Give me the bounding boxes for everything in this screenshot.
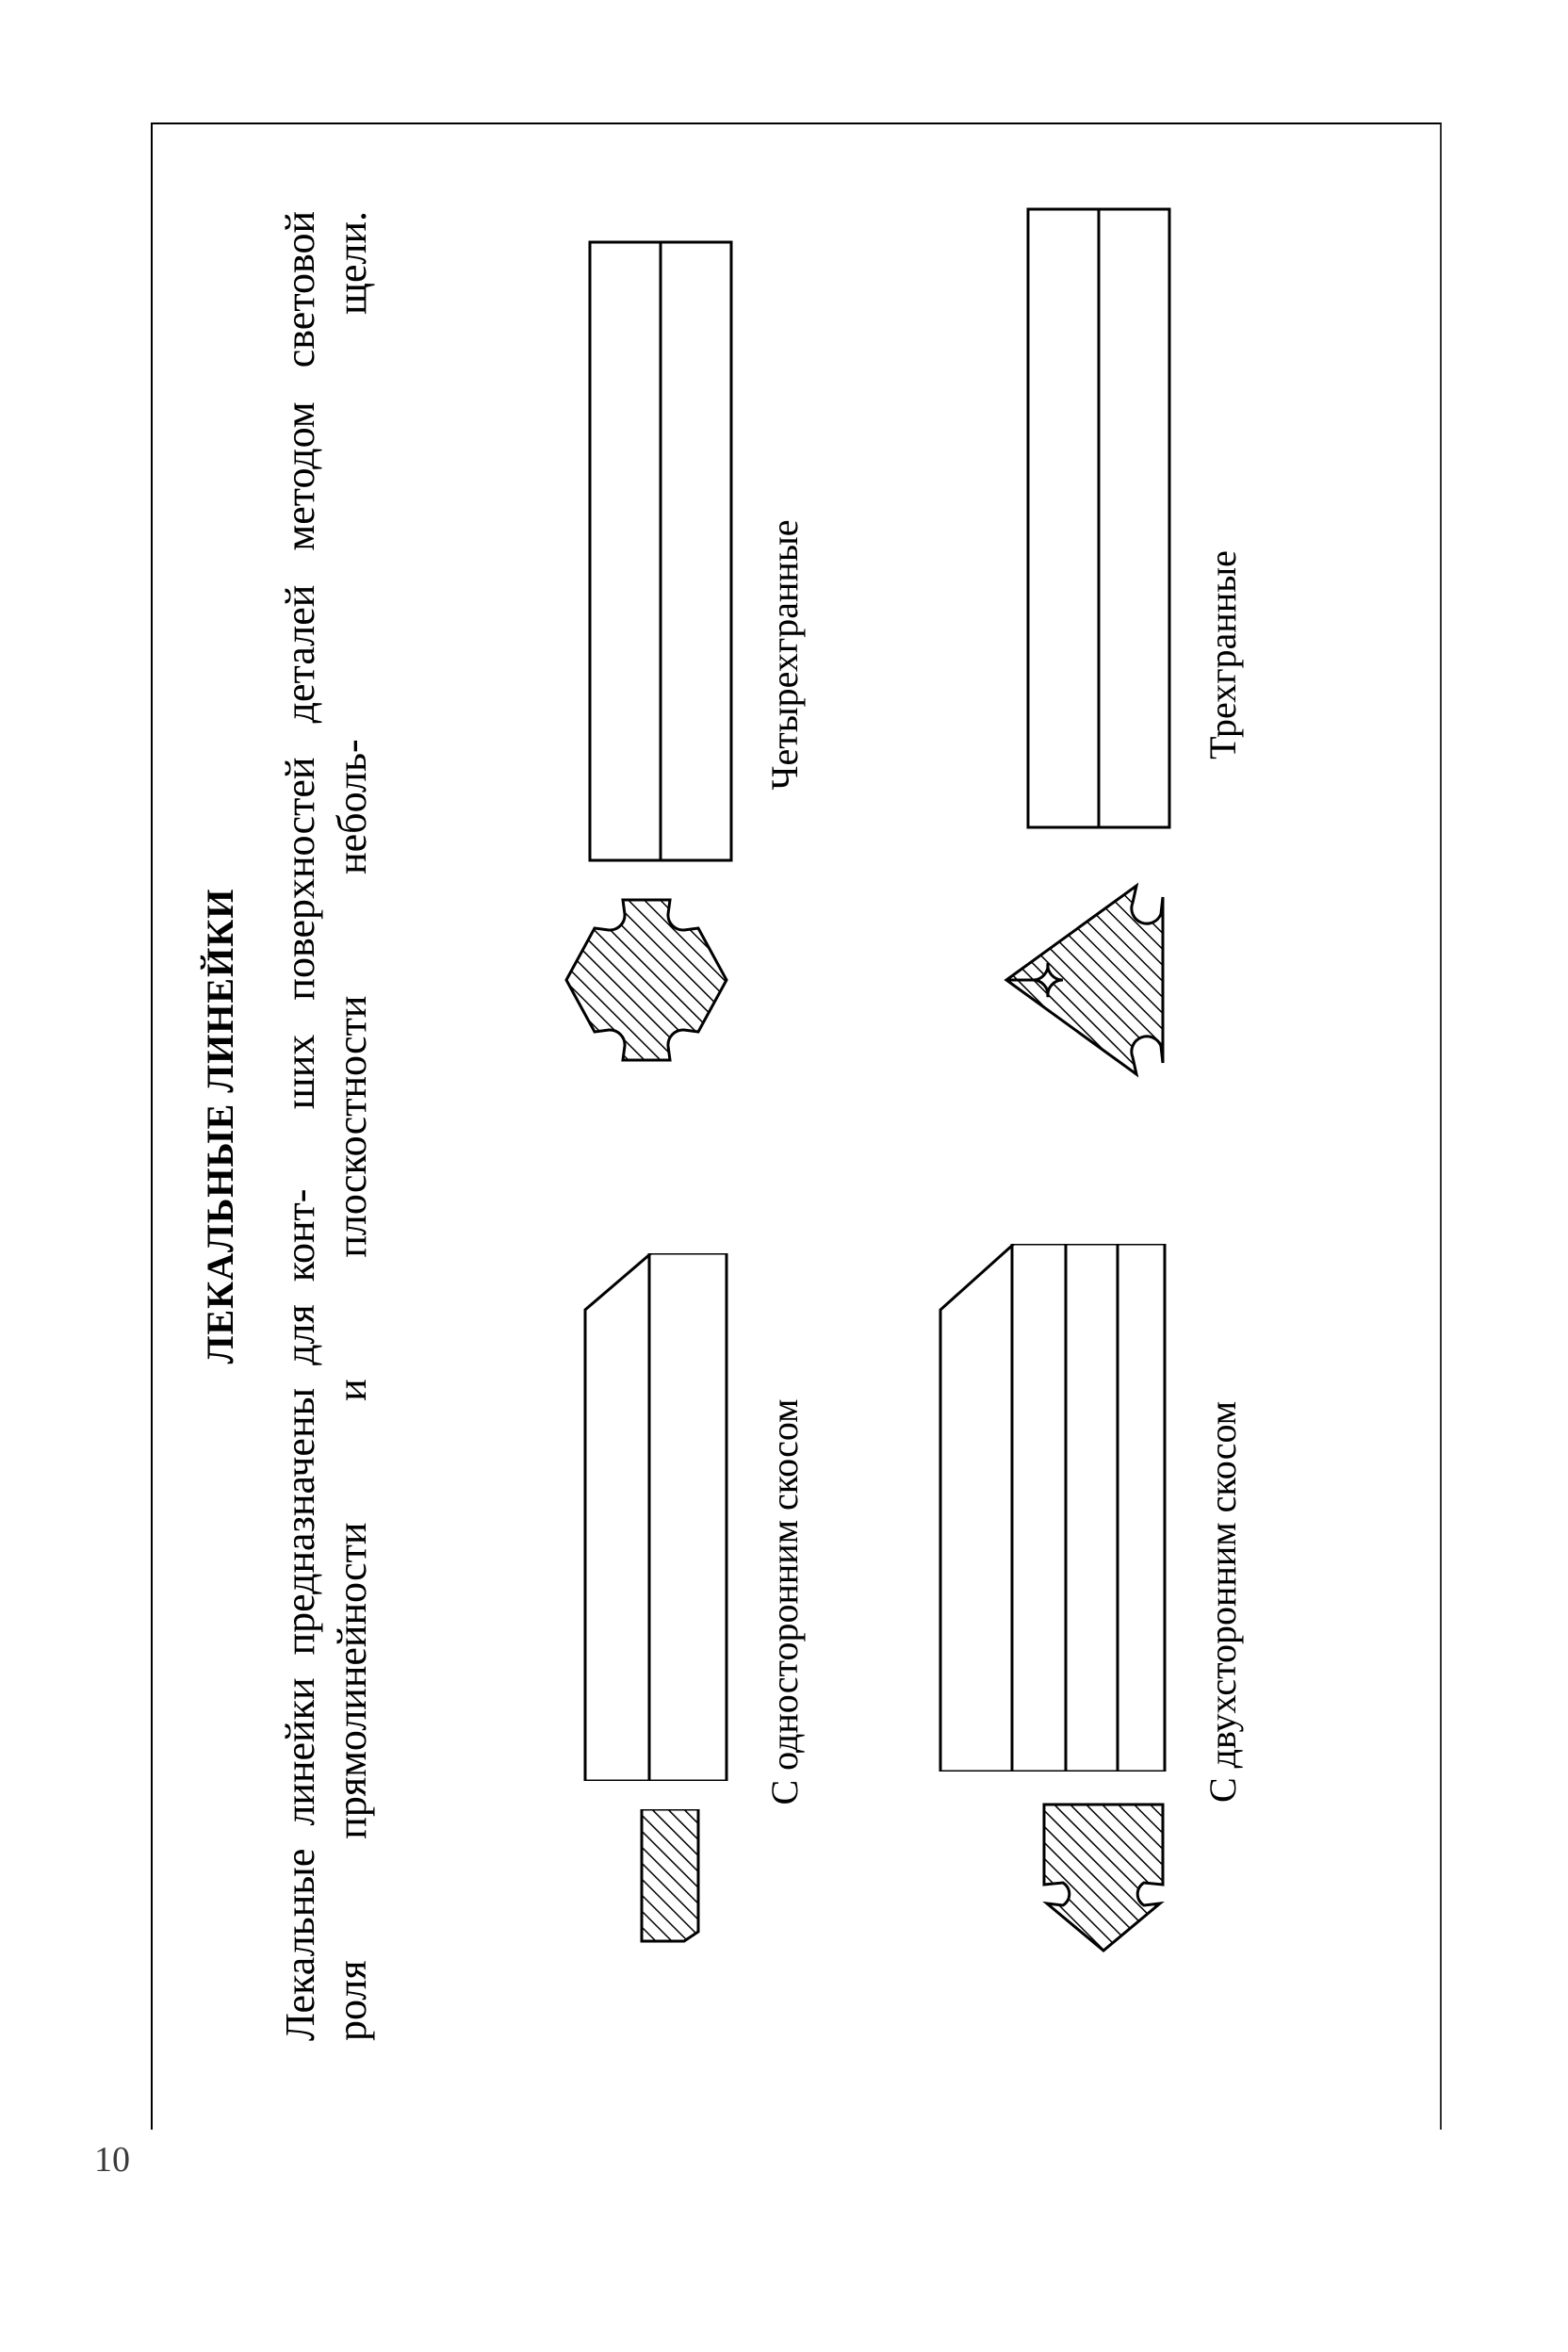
figure-single-bevel: С односторонним скосом	[416, 1159, 807, 2045]
caption-double-bevel: С двухсторонним скосом	[1200, 1401, 1245, 1803]
section-heading: ЛЕКАЛЬНЫЕ ЛИНЕЙКИ	[198, 207, 242, 2045]
caption-single-bevel: С односторонним скосом	[762, 1399, 807, 1805]
rotated-content: ЛЕКАЛЬНЫЕ ЛИНЕЙКИ Лекальные линейки пред…	[151, 122, 1442, 2130]
figure-grid: С односторонним скосом	[416, 207, 1245, 2045]
elevation-double-bevel	[929, 1244, 1174, 1772]
cross-section-three-face	[995, 858, 1174, 1102]
lead-paragraph: Лекальные линейки предназначены для конт…	[274, 211, 378, 2041]
cross-section-four-face	[557, 890, 736, 1070]
page-number: 10	[94, 2139, 130, 2180]
elevation-four-face	[585, 240, 736, 862]
cross-section-double-bevel	[1033, 1800, 1174, 1960]
caption-four-face: Четырехгранные	[762, 520, 807, 791]
figure-four-face: Четырехгранные	[416, 207, 807, 1102]
elevation-single-bevel	[576, 1253, 736, 1781]
figure-row	[416, 240, 736, 1070]
figure-row	[854, 1244, 1174, 1960]
para-line-1: Лекальные линейки предназначены для конт…	[277, 211, 323, 2041]
caption-three-face: Трехгранные	[1200, 550, 1245, 760]
cross-section-single-bevel	[632, 1809, 736, 1951]
para-line-2: роля прямолинейности и плоскостности неб…	[329, 211, 375, 2041]
figure-double-bevel: С двухсторонним скосом	[854, 1159, 1245, 2045]
page: 10 ЛЕКАЛЬНЫЕ ЛИНЕЙКИ Лекальные линейки п…	[0, 0, 1568, 2352]
elevation-three-face	[1023, 207, 1174, 829]
figure-row	[416, 1253, 736, 1951]
figure-row	[854, 207, 1174, 1102]
figure-three-face: Трехгранные	[854, 207, 1245, 1102]
